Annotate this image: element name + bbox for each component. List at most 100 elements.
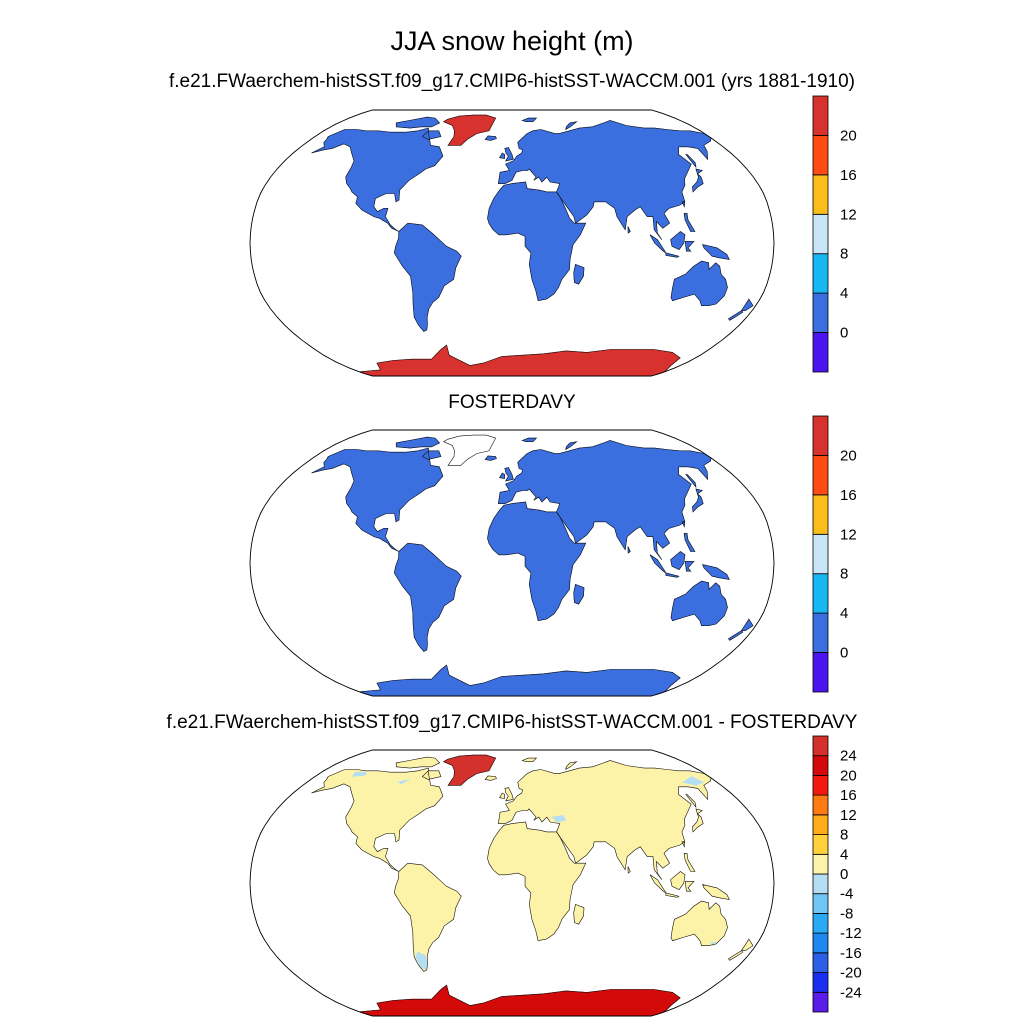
panel-title: f.e21.FWaerchem-histSST.f09_g17.CMIP6-hi…	[169, 71, 855, 92]
coastline	[484, 775, 497, 781]
coastline	[573, 263, 585, 285]
panel-title: f.e21.FWaerchem-histSST.f09_g17.CMIP6-hi…	[167, 712, 858, 733]
colorbar-tick-label: 16	[840, 167, 857, 184]
coastline	[442, 754, 497, 786]
map-panel-2: FOSTERDAVY 0 4 8 12 16 20	[249, 392, 857, 697]
coastline	[521, 117, 538, 122]
colorbar-bin	[812, 494, 829, 535]
colorbar-bin	[812, 913, 829, 934]
colorbar-tick-label: -24	[840, 984, 862, 1001]
coastline	[670, 900, 728, 946]
colorbar-tick-label: 20	[840, 447, 857, 464]
colorbar-tick-label: -4	[840, 886, 853, 903]
colorbar-tick-label: -12	[840, 925, 862, 942]
colorbar-tick-label: 16	[840, 787, 857, 804]
colorbar-bin	[812, 213, 829, 255]
colorbar-tick-label: 12	[840, 526, 857, 543]
map-border	[249, 749, 775, 1017]
colorbar-tick-label: 4	[840, 605, 848, 622]
colorbar-bin	[812, 573, 829, 614]
coastline	[487, 181, 587, 302]
coastline	[311, 447, 444, 552]
coastline	[649, 554, 667, 574]
coastline	[497, 440, 712, 560]
coastline	[395, 436, 441, 449]
colorbar-tick-label: 8	[840, 566, 848, 583]
map-ocean	[250, 110, 774, 376]
coastline	[665, 252, 680, 258]
colorbar-bin	[812, 794, 829, 816]
colorbar-bin	[812, 972, 829, 993]
coastline	[670, 871, 686, 890]
coastline	[521, 757, 538, 762]
colorbar-bin	[812, 415, 829, 456]
coastline	[685, 794, 697, 808]
coastline	[359, 664, 681, 696]
coastline	[442, 114, 497, 146]
colorbar-bin	[812, 134, 829, 176]
map-panel-1: f.e21.FWaerchem-histSST.f09_g17.CMIP6-hi…	[169, 71, 857, 377]
colorbar-bin	[812, 612, 829, 653]
coastline	[740, 938, 754, 951]
coastline	[684, 561, 695, 572]
coastline	[421, 130, 442, 140]
colorbar-tick-label: -20	[840, 965, 862, 982]
coastline	[681, 201, 686, 208]
colorbar-tick-label: 0	[840, 866, 848, 883]
coastline	[504, 147, 514, 162]
coastline	[565, 441, 578, 451]
coastline	[665, 572, 680, 578]
region-arctic_patches	[351, 771, 367, 777]
colorbar-tick-label: 12	[840, 807, 857, 824]
map-panel-3: f.e21.FWaerchem-histSST.f09_g17.CMIP6-hi…	[167, 712, 862, 1017]
colorbar-bin	[812, 893, 829, 914]
coastline	[395, 116, 441, 129]
region-arctic_patches	[551, 815, 567, 823]
colorbar-bin	[812, 755, 829, 776]
coastline	[359, 984, 681, 1016]
colorbar-bin	[812, 873, 829, 895]
coastline	[683, 533, 696, 552]
coastline	[684, 881, 695, 892]
colorbar-tick-label: -16	[840, 945, 862, 962]
coastline	[728, 950, 744, 961]
colorbar-tick-label: 8	[840, 827, 848, 844]
colorbar-bin	[812, 775, 829, 796]
colorbar-tick-label: 4	[840, 285, 848, 302]
colorbar-bin	[812, 95, 829, 136]
colorbar: -24 -20 -16 -12 -8 -4 0 4 8 12 16 20 24	[812, 735, 862, 1013]
coastline	[692, 168, 704, 193]
region-patagonia	[415, 951, 428, 971]
colorbar-tick-label: 0	[840, 645, 848, 662]
colorbar-bin	[812, 853, 829, 875]
coastline	[685, 474, 697, 488]
coastline	[683, 213, 696, 232]
colorbar-bin	[812, 735, 829, 757]
coastline	[573, 583, 585, 605]
region-arctic_patches	[397, 779, 410, 785]
coastline	[740, 618, 754, 631]
colorbar-tick-label: 4	[840, 846, 848, 863]
colorbar-bin	[812, 932, 829, 954]
coastline	[487, 501, 587, 622]
coastline	[499, 152, 506, 159]
colorbar-bin	[812, 174, 829, 215]
coastline	[702, 884, 730, 900]
coastline	[670, 231, 686, 250]
colorbar-bin	[812, 533, 829, 575]
colorbar-tick-label: 20	[840, 767, 857, 784]
coastline	[421, 770, 442, 780]
colorbar-bin	[812, 834, 829, 855]
colorbar-tick-label: 12	[840, 206, 857, 223]
coastline	[393, 542, 462, 652]
panel-title: FOSTERDAVY	[448, 392, 576, 413]
coastline	[442, 434, 497, 466]
colorbar-bin	[812, 652, 829, 693]
coastline	[665, 892, 680, 898]
map-border	[249, 109, 775, 377]
coastline	[627, 226, 631, 234]
region-arctic_patches	[682, 776, 705, 786]
colorbar: 0 4 8 12 16 20	[812, 95, 857, 373]
coastline	[504, 467, 514, 482]
colorbar-bin	[812, 292, 829, 333]
